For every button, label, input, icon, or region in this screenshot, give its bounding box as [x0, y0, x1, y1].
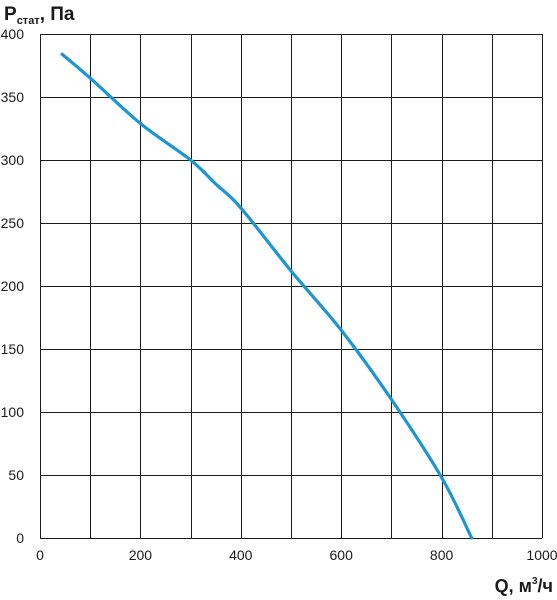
x-tick-label: 1000: [526, 547, 557, 563]
x-axis-title-suffix: /ч: [538, 576, 553, 596]
tick-labels: 0 50 100 150 200 250 300 350 400 0 200 400 600 800 100…: [1, 26, 557, 563]
x-tick-label: 400: [229, 547, 253, 563]
y-axis-title-main: P: [4, 4, 17, 25]
y-tick-label: 250: [1, 215, 25, 231]
grid: [40, 34, 543, 539]
y-axis-title-subscript: стат: [17, 15, 41, 27]
series-layer: [60, 52, 474, 540]
series-line: [60, 52, 474, 540]
y-axis-title-suffix: , Па: [40, 4, 75, 25]
y-tick-label: 200: [1, 278, 25, 294]
y-tick-label: 300: [1, 152, 25, 168]
x-tick-label: 600: [330, 547, 354, 563]
y-tick-label: 100: [1, 404, 25, 420]
x-tick-label: 0: [36, 547, 44, 563]
x-tick-label: 200: [129, 547, 153, 563]
y-tick-label: 150: [1, 341, 25, 357]
y-axis-title: Pстат, Па: [4, 4, 75, 27]
x-axis-title: Q, м3/ч: [495, 576, 553, 596]
x-tick-label: 800: [430, 547, 454, 563]
y-tick-label: 0: [16, 530, 24, 546]
y-tick-label: 400: [1, 26, 25, 42]
y-tick-label: 50: [8, 467, 24, 483]
y-tick-label: 350: [1, 89, 25, 105]
x-axis-title-superscript: 3: [532, 576, 538, 587]
x-axis-title-main: Q, м: [495, 576, 532, 596]
